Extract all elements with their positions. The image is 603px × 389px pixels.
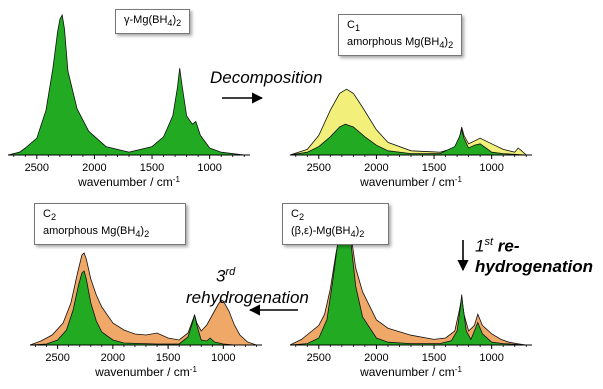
x-tick-label-bottom-right-1500: 1500 bbox=[422, 352, 446, 364]
spectrum-series-bottom-right-2 bbox=[289, 218, 527, 346]
x-tick-label-top-left-2500: 2500 bbox=[25, 162, 49, 174]
third-rehydrogenation-annotation: 3rd rehydrogenation bbox=[186, 266, 309, 307]
x-tick-label-bottom-right-2000: 2000 bbox=[364, 352, 388, 364]
label-gamma-mg-bh4: γ-Mg(BH4)2 bbox=[115, 9, 191, 35]
label-c1-amorphous: C1 amorphous Mg(BH4)2 bbox=[338, 14, 463, 57]
x-axis-title-top-left: wavenumber / cm-1 bbox=[77, 175, 180, 189]
x-tick-label-top-right-1000: 1000 bbox=[479, 162, 503, 174]
x-tick-label-bottom-left-1000: 1000 bbox=[211, 352, 235, 364]
first-rehydrogenation-annotation: 1st re- hydrogenation bbox=[475, 236, 594, 276]
x-tick-label-top-right-1500: 1500 bbox=[422, 162, 446, 174]
spectrum-panel-top-right: 2500 2000 1500 1000 wavenumber / cm-1 bbox=[289, 88, 532, 189]
spectrum-panel-bottom-left: 2500 2000 1500 1000 wavenumber / cm-1 bbox=[29, 252, 262, 379]
x-tick-label-bottom-left-1500: 1500 bbox=[156, 352, 180, 364]
x-tick-label-top-left-2000: 2000 bbox=[82, 162, 106, 174]
label-c2-amorphous: C2 amorphous Mg(BH4)2 bbox=[34, 203, 187, 246]
x-axis-title-bottom-right: wavenumber / cm-1 bbox=[359, 365, 462, 379]
x-tick-label-bottom-right-1000: 1000 bbox=[479, 352, 503, 364]
decomposition-annotation: Decomposition bbox=[210, 68, 323, 87]
x-tick-label-bottom-left-2500: 2500 bbox=[45, 352, 69, 364]
x-tick-label-bottom-left-2000: 2000 bbox=[101, 352, 125, 364]
label-c2-beta-epsilon: C2 (β,ε)-Mg(BH4)2 bbox=[282, 203, 390, 246]
x-tick-label-top-right-2000: 2000 bbox=[364, 162, 388, 174]
x-tick-label-top-left-1500: 1500 bbox=[140, 162, 164, 174]
spectrum-series-top-left-1 bbox=[7, 13, 245, 156]
x-tick-label-bottom-right-2500: 2500 bbox=[307, 352, 331, 364]
spectrum-panel-top-left: 2500 2000 1500 1000 wavenumber / cm-1 bbox=[7, 13, 250, 189]
spectrum-series-top-right-2 bbox=[289, 123, 527, 156]
x-axis-title-bottom-left: wavenumber / cm-1 bbox=[94, 365, 197, 379]
spectrum-panel-bottom-right: 2500 2000 1500 1000 wavenumber / cm-1 bbox=[289, 215, 532, 379]
x-tick-label-top-left-1000: 1000 bbox=[197, 162, 221, 174]
spectrum-series-bottom-left-2 bbox=[29, 270, 257, 346]
x-axis-title-top-right: wavenumber / cm-1 bbox=[359, 175, 462, 189]
x-tick-label-top-right-2500: 2500 bbox=[307, 162, 331, 174]
